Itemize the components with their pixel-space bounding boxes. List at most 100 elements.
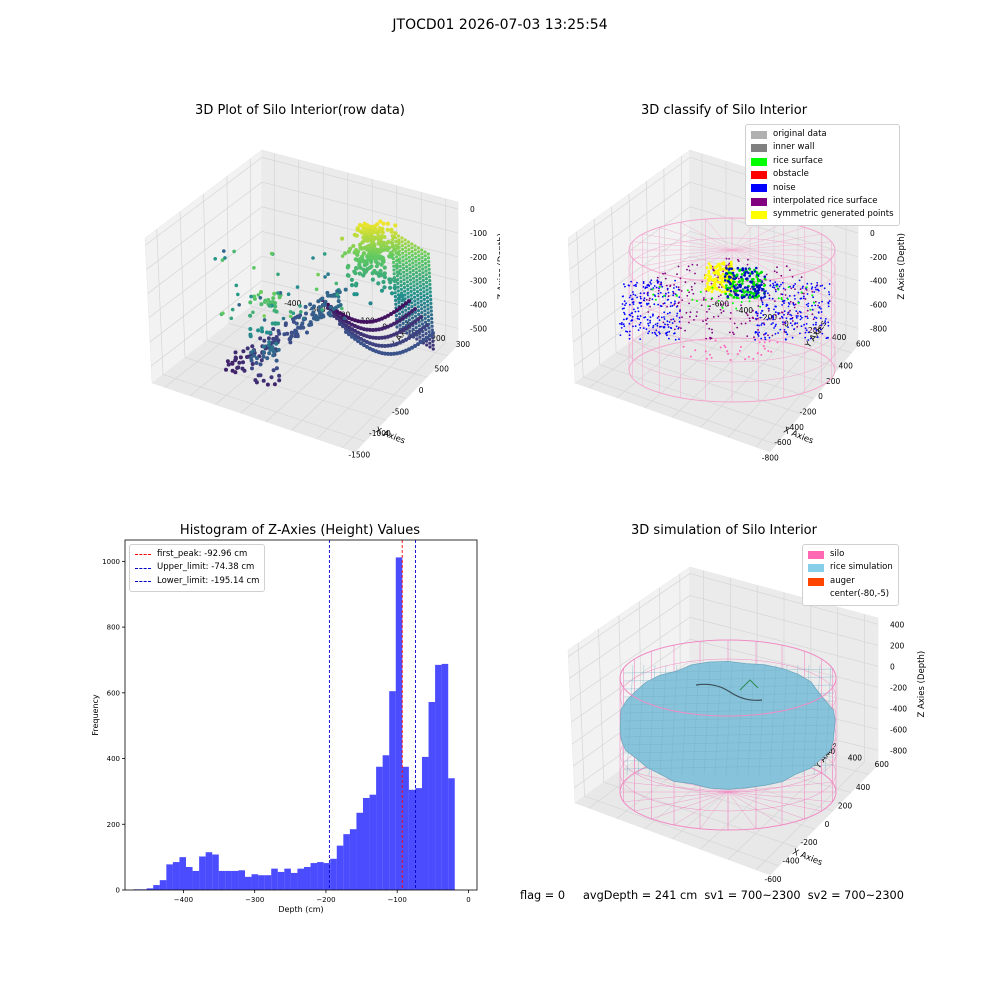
p4-rice-mesh-line [758,664,766,776]
p2-interpolated-point [737,258,739,261]
p1-data-point [420,259,424,263]
p2-interpolated-point [666,284,668,287]
p2-noise-point [619,322,621,325]
p1-data-point [411,265,415,269]
p1-data-point [425,343,429,347]
p2-interpolated-point [806,309,809,312]
p1-data-point [359,336,363,341]
p2-interpolated-point [673,320,676,323]
p1-data-point [295,332,300,337]
p1-data-point [213,257,217,261]
p2-interpolated-point [705,337,707,340]
p1-data-point [393,223,398,228]
p1-data-point [414,255,418,259]
p1-data-point [378,219,383,224]
p4-xtick-label: 400 [856,783,871,792]
p2-noise-point [623,311,625,314]
p2-rice-surface-point [743,274,746,277]
p2-floor-point [767,350,770,352]
p1-data-point [401,303,405,308]
ytick-label: 200 [107,821,120,829]
histogram-bar [402,766,409,890]
p2-interpolated-point [679,277,682,280]
p1-data-point [380,227,385,232]
p4-rice-mesh-line [769,664,777,776]
p2-noise-point [815,321,817,324]
p1-data-point [310,306,314,311]
p1-data-point [274,358,279,363]
p1-data-point [259,302,264,307]
p2-noise-point [639,321,642,324]
p2-noise-point [777,332,779,334]
p1-data-point [392,310,396,315]
p2-noise-point [786,333,789,336]
p2-rice-surface-point [755,271,759,274]
p1-gridline [261,157,459,210]
p1-data-point [415,286,419,290]
p2-xtick-label: -800 [762,453,779,462]
p1-data-point [426,307,430,311]
p1-data-point [354,281,359,286]
p2-noise-point [668,321,671,323]
p2-noise-point [622,323,625,326]
p1-data-point [427,271,431,275]
p2-rice-surface-point [777,297,780,300]
p1-data-point [405,268,409,272]
p1-data-point [368,234,373,239]
p1-data-point [401,266,406,270]
p2-noise-point [802,295,805,298]
p1-data-point [370,239,375,244]
p2-noise-point [666,320,669,323]
p2-noise-point [799,332,801,335]
p1-data-point [377,256,382,261]
p1-data-point [424,277,428,281]
p1-data-point [265,382,270,387]
p2-noise-point [762,297,765,299]
p1-data-point [391,253,395,257]
p1-data-point [223,256,227,260]
p2-rice-surface-point [724,279,727,282]
p2-interpolated-point [812,318,815,321]
p1-data-point [379,273,384,278]
p2-interpolated-point [746,263,749,266]
p1-data-point [303,304,308,309]
p1-data-point [354,248,359,253]
p1-gridline [240,318,348,414]
p2-interpolated-point [705,319,707,322]
p2-interpolated-point [657,295,660,298]
p1-data-point [402,282,406,286]
p1-data-point [385,221,390,226]
p1-data-point [266,336,271,341]
p2-rice-surface-point [742,291,746,294]
p2-noise-point [623,318,625,321]
p2-noise-point [666,312,669,315]
p1-data-point [395,308,399,313]
p1-data-point [401,310,405,314]
p2-rice-surface-point [775,285,778,288]
p1-data-point [412,284,416,288]
p1-data-point [408,278,413,282]
p2-silo-spoke [731,249,805,273]
p1-data-point [267,351,272,356]
p1-data-point [241,349,246,354]
p2-noise-point [637,307,639,309]
p2-noise-point [758,324,760,327]
p2-rice-surface-point [757,279,760,283]
p2-interpolated-point [700,304,703,307]
p1-zaxis-label: Z Axies (Depth) [497,233,500,300]
p1-data-point [414,267,418,271]
p1-data-point [427,275,432,279]
p2-rice-surface-point [759,280,762,283]
p2-floor-point [714,339,717,342]
p1-data-point [416,342,420,347]
p1-data-point [365,334,369,339]
p4-rice-mesh-line [813,664,821,776]
p1-data-point [281,316,286,321]
p1-data-point [245,355,249,359]
p1-data-point [248,300,253,305]
p2-noise-point [804,331,807,334]
p1-data-point [394,243,398,247]
p1-data-point [416,301,420,305]
p2-gridline [569,181,691,270]
p2-gridline [588,301,703,389]
